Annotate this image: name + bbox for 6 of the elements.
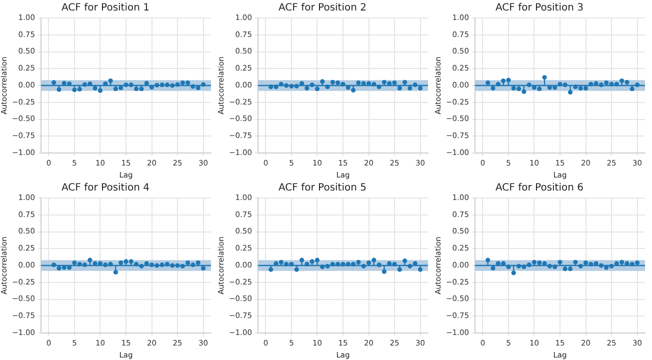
chart-title: ACF for Position 2 bbox=[278, 2, 366, 14]
chart-title: ACF for Position 5 bbox=[278, 182, 366, 194]
chart-title: ACF for Position 3 bbox=[496, 2, 584, 14]
chart-title: ACF for Position 4 bbox=[62, 182, 150, 194]
chart-title: ACF for Position 1 bbox=[62, 2, 150, 14]
chart-title: ACF for Position 6 bbox=[496, 182, 584, 194]
